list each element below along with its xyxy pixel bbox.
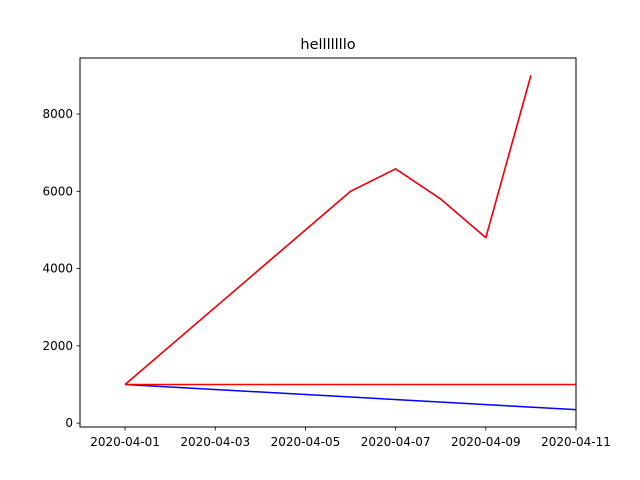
x-tick-label: 2020-04-07 [361, 435, 431, 449]
plot-frame [79, 57, 577, 428]
y-tick-label: 2000 [42, 339, 73, 353]
x-tick-label: 2020-04-05 [271, 435, 341, 449]
series-line-0 [125, 383, 577, 411]
y-tick-label: 8000 [42, 107, 73, 121]
x-axis: 2020-04-01 2020-04-03 2020-04-05 2020-04-07… [90, 427, 611, 449]
x-tick-label: 2020-04-09 [451, 435, 521, 449]
x-tick-label: 2020-04-03 [180, 435, 250, 449]
chart-title: helllllllo [300, 37, 355, 53]
plot-area [124, 75, 577, 411]
y-tick-label: 4000 [42, 262, 73, 276]
y-tick-label: 0 [65, 416, 73, 430]
x-tick-label: 2020-04-11 [541, 435, 611, 449]
x-tick-label: 2020-04-01 [90, 435, 160, 449]
series-line-2 [124, 75, 532, 386]
series-line-3 [124, 75, 532, 386]
y-axis: 0 2000 4000 6000 8000 [42, 107, 80, 430]
y-tick-label: 6000 [42, 184, 73, 198]
